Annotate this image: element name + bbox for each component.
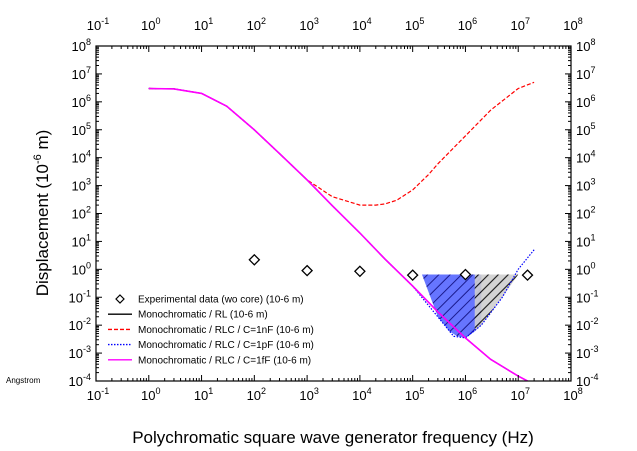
y-tick-label-right: 107 (576, 65, 595, 82)
y-tick-label-right: 106 (576, 93, 595, 110)
x-tick-label-top: 106 (458, 16, 477, 33)
shaded-regions (421, 274, 571, 338)
series-line-5 (148, 87, 528, 381)
experimental-point (406, 269, 419, 282)
x-tick-label-top: 100 (141, 16, 160, 33)
y-axis-title: Displacement (10-6 m) (32, 130, 52, 297)
tick-labels: 10-1 10-1 100 100 101 101 102 102 103 103 104 104 10… (69, 16, 599, 403)
y-tick-label-right: 105 (576, 121, 595, 138)
experimental-markers (248, 253, 534, 282)
data-series (148, 81, 535, 381)
y-tick-label: 102 (72, 205, 91, 222)
y-axis-title-unit: m) (33, 130, 52, 155)
y-tick-label: 10-2 (69, 316, 91, 333)
legend-marker-diamond (115, 294, 125, 304)
shaded-region-2 (474, 274, 571, 332)
legend-label: Monochromatic / RLC / C=1pF (10-6 m) (138, 340, 314, 351)
angstrom-annotation: Angstrom (6, 376, 41, 385)
y-tick-label-right: 10-1 (576, 288, 598, 305)
experimental-point (353, 265, 366, 278)
y-tick-label: 101 (72, 232, 91, 249)
axes (95, 45, 572, 382)
y-tick-label-right: 108 (576, 37, 595, 54)
x-tick-label-top: 101 (194, 16, 213, 33)
x-tick-label: 102 (247, 386, 266, 403)
y-tick-label: 104 (72, 149, 91, 166)
y-tick-label: 107 (72, 65, 91, 82)
y-tick-label-right: 101 (576, 232, 595, 249)
y-tick-label: 10-4 (69, 372, 91, 389)
legend: Experimental data (wo core) (10-6 m) Mono… (108, 294, 314, 366)
y-tick-label: 105 (72, 121, 91, 138)
x-tick-label-top: 103 (299, 16, 318, 33)
experimental-point (459, 268, 472, 281)
x-tick-label: 101 (194, 386, 213, 403)
y-tick-label-right: 104 (576, 149, 595, 166)
x-tick-label-top: 102 (247, 16, 266, 33)
legend-label: Monochromatic / RLC / C=1nF (10-6 m) (138, 325, 314, 336)
experimental-point (301, 264, 314, 277)
y-tick-label-right: 10-3 (576, 344, 598, 361)
y-tick-label: 100 (72, 260, 91, 277)
x-tick-label: 105 (405, 386, 424, 403)
legend-label: Monochromatic / RLC / C=1fF (10-6 m) (138, 355, 311, 366)
shaded-region-1 (421, 274, 482, 338)
x-axis-title: Polychromatic square wave generator freq… (132, 428, 534, 447)
y-tick-label: 10-1 (69, 288, 91, 305)
y-axis-title-main: Displacement (10 (33, 164, 52, 296)
y-tick-label-right: 100 (576, 260, 595, 277)
y-tick-label-right: 10-2 (576, 316, 598, 333)
legend-label: Experimental data (wo core) (10-6 m) (138, 295, 304, 306)
x-tick-label: 106 (458, 386, 477, 403)
x-tick-label-top: 104 (352, 16, 371, 33)
x-tick-label: 100 (141, 386, 160, 403)
x-tick-label: 108 (563, 386, 582, 403)
y-tick-label: 108 (72, 37, 91, 54)
x-tick-label-top: 107 (510, 16, 529, 33)
experimental-point (521, 269, 534, 282)
y-tick-label-right: 10-4 (576, 372, 598, 389)
y-axis-title-exponent: -6 (32, 154, 44, 164)
legend-label: Monochromatic / RL (10-6 m) (138, 310, 268, 321)
y-tick-label: 106 (72, 93, 91, 110)
x-tick-label-top: 105 (405, 16, 424, 33)
y-tick-label: 10-3 (69, 344, 91, 361)
x-tick-label-top: 10-1 (87, 16, 109, 33)
x-tick-label: 10-1 (87, 386, 109, 403)
x-tick-label: 104 (352, 386, 371, 403)
x-tick-label: 107 (510, 386, 529, 403)
experimental-point (248, 253, 261, 266)
y-tick-label-right: 103 (576, 177, 595, 194)
x-tick-label-top: 108 (563, 16, 582, 33)
y-tick-label-right: 102 (576, 205, 595, 222)
y-tick-label: 103 (72, 177, 91, 194)
x-tick-label: 103 (299, 386, 318, 403)
